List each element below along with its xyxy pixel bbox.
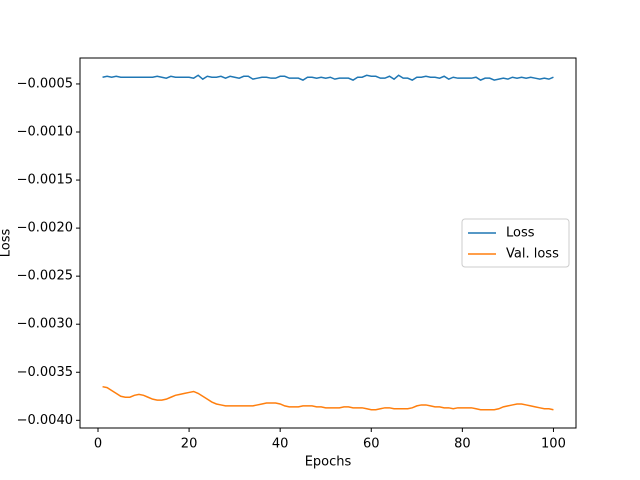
- legend-label: Val. loss: [506, 247, 559, 262]
- x-tick-label: 80: [454, 437, 471, 452]
- x-tick-label: 40: [272, 437, 289, 452]
- y-tick-label: −0.0005: [17, 76, 73, 91]
- legend-box: [461, 218, 570, 268]
- y-tick-label: −0.0025: [17, 269, 73, 284]
- y-tick-label: −0.0030: [17, 317, 73, 332]
- x-tick-label: 60: [363, 437, 380, 452]
- line-series: [102, 385, 554, 411]
- y-tick-label: −0.0010: [17, 125, 73, 140]
- line-series: [102, 74, 554, 81]
- plot-frame: [79, 57, 577, 429]
- y-tick-label: −0.0040: [17, 413, 73, 428]
- y-tick-label: −0.0020: [17, 221, 73, 236]
- x-tick-label: 100: [541, 437, 566, 452]
- x-axis-label: Epochs: [305, 455, 352, 470]
- y-axis-label: Loss: [0, 229, 14, 258]
- y-tick-label: −0.0035: [17, 365, 73, 380]
- y-tick-label: −0.0015: [17, 173, 73, 188]
- x-tick-label: 0: [94, 437, 102, 452]
- x-tick-label: 20: [181, 437, 198, 452]
- legend-label: Loss: [506, 226, 535, 241]
